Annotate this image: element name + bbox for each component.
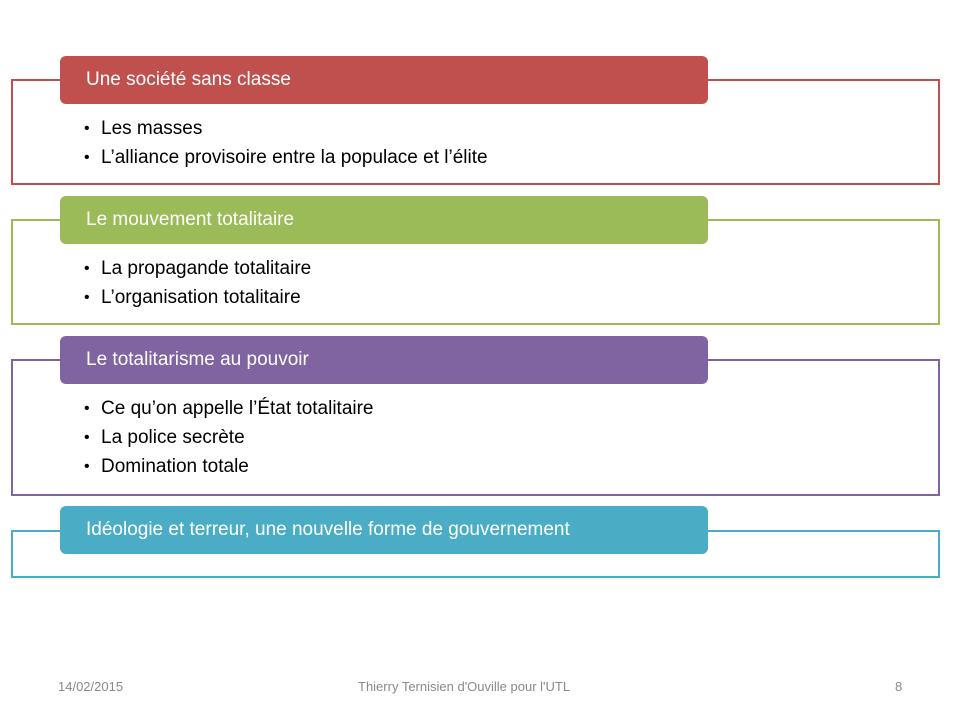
bullet-list: Les masses L’alliance provisoire entre l… bbox=[84, 114, 488, 172]
section-header: Idéologie et terreur, une nouvelle forme… bbox=[60, 506, 708, 554]
section-header: Le totalitarisme au pouvoir bbox=[60, 336, 708, 384]
list-item: Les masses bbox=[84, 114, 488, 143]
list-item: Domination totale bbox=[84, 452, 374, 481]
list-item: Ce qu’on appelle l’État totalitaire bbox=[84, 394, 374, 423]
footer-author: Thierry Ternisien d'Ouville pour l'UTL bbox=[358, 679, 571, 694]
footer-date: 14/02/2015 bbox=[58, 679, 124, 694]
list-item: La police secrète bbox=[84, 423, 374, 452]
page-number: 8 bbox=[895, 679, 903, 694]
section-header: Le mouvement totalitaire bbox=[60, 196, 708, 244]
list-item: La propagande totalitaire bbox=[84, 254, 311, 283]
bullet-list: La propagande totalitaire L’organisation… bbox=[84, 254, 311, 312]
list-item: L’organisation totalitaire bbox=[84, 283, 311, 312]
list-item: L’alliance provisoire entre la populace … bbox=[84, 143, 488, 172]
bullet-list: Ce qu’on appelle l’État totalitaire La p… bbox=[84, 394, 374, 481]
section-header: Une société sans classe bbox=[60, 56, 708, 104]
